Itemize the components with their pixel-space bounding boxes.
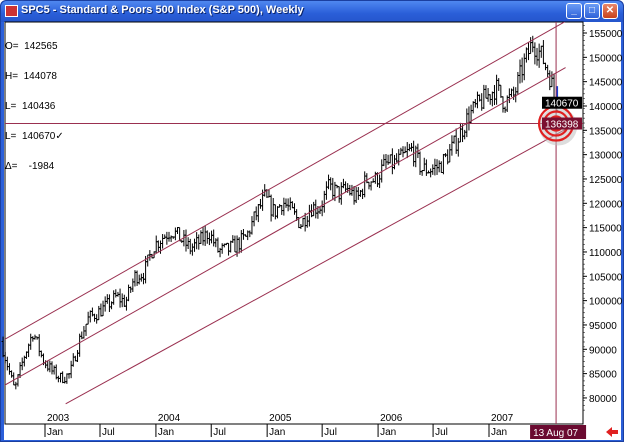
year-label: 2004 [158,413,181,424]
y-tick-label: 100000 [589,297,623,308]
ohlc-high: H= 144078 [5,71,57,82]
month-label: Jan [491,427,507,438]
month-label: Jan [380,427,396,438]
y-tick-label: 145000 [589,78,623,89]
ohlc-low: L= 140436 [5,101,56,112]
y-tick-label: 95000 [589,321,617,332]
y-tick-label: 80000 [589,394,617,405]
month-label: Jan [158,427,174,438]
month-label: Jul [435,427,448,438]
y-tick-label: 115000 [589,224,622,235]
month-label: Jul [324,427,337,438]
month-label: Jan [269,427,285,438]
minimize-button[interactable]: _ [566,3,582,19]
y-tick-label: 150000 [589,53,623,64]
last-price-label: 140670 [545,99,579,110]
price-label-box [542,96,582,109]
month-label: Jul [213,427,226,438]
cursor-date-box [530,425,587,439]
price-label-box [542,117,582,130]
y-tick-label: 130000 [589,151,623,162]
y-tick-label: 125000 [589,175,623,186]
price-bars [1,35,558,390]
year-label: 2003 [47,413,70,424]
plot-frame [4,21,584,425]
year-label: 2005 [269,413,292,424]
year-label: 2007 [491,413,514,424]
y-tick-label: 105000 [589,272,623,283]
scroll-left-arrow-icon[interactable] [606,427,618,437]
channel-line [65,128,566,405]
month-label: Jan [47,427,63,438]
y-tick-label: 140000 [589,102,623,113]
cursor-date-label: 13 Aug 07 [533,428,578,439]
ohlc-change: Δ= -1984 [5,161,55,172]
close-button[interactable]: ✕ [602,3,618,19]
window-title: SPC5 - Standard & Poors 500 Index (S&P 5… [21,4,304,16]
y-tick-label: 110000 [589,248,622,259]
app-icon [5,5,18,17]
y-tick-label: 155000 [589,29,623,40]
ohlc-last: L= 140670✓ [5,131,64,142]
y-tick-label: 85000 [589,370,617,381]
y-tick-label: 90000 [589,345,617,356]
channel-line [5,22,566,340]
channel-line [5,67,566,386]
month-label: Jul [102,427,115,438]
maximize-button[interactable]: □ [584,3,600,19]
title-bar[interactable]: SPC5 - Standard & Poors 500 Index (S&P 5… [1,1,623,22]
level-price-label: 136398 [545,120,579,131]
ohlc-open: O= 142565 [5,41,58,52]
y-tick-label: 120000 [589,199,623,210]
year-label: 2006 [380,413,403,424]
y-tick-label: 135000 [589,126,623,137]
ohlc-readout: O= 142565 H= 144078 L= 140436 L= 140670✓… [5,22,64,182]
